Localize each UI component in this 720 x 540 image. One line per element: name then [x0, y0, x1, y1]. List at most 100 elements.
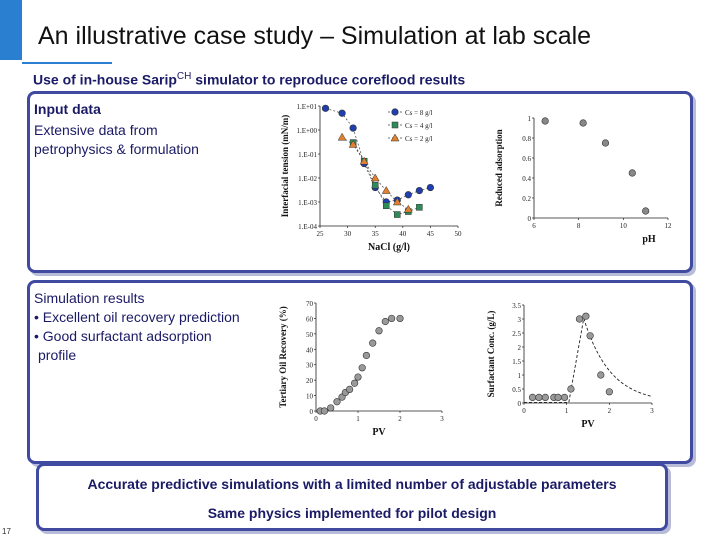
x-tick-label: 3: [650, 407, 654, 415]
y-tick-label: 1: [518, 372, 522, 380]
y-tick-label: 3: [518, 316, 522, 324]
x-tick-label: 10: [620, 222, 628, 230]
y-tick-label: 0: [518, 400, 522, 408]
data-point: [586, 332, 594, 340]
x-tick-label: 0: [314, 415, 318, 423]
y-tick-label: 0.6: [522, 155, 531, 163]
legend-marker: [391, 121, 399, 129]
data-point: [333, 398, 341, 406]
data-point: [601, 139, 610, 147]
y-tick-label: 2.5: [512, 330, 521, 338]
y-axis-label: Tertiary Oil Recovery (%): [278, 306, 288, 407]
input-data-heading: Input data: [34, 101, 101, 117]
data-point: [404, 191, 412, 199]
y-tick-label: 1.E-04: [298, 223, 317, 231]
oil-recovery-chart: 70 60 50 40 30 20 10 00 1 2 3 PV Tertiary Oil Recove…: [278, 300, 444, 438]
results-bullet2: • Good surfactant adsorption: [34, 328, 212, 344]
x-tick-label: 40: [399, 230, 407, 238]
x-tick-label: 50: [455, 230, 463, 238]
y-tick-label: 70: [306, 300, 314, 308]
legend-label: Cs = 2 g/l: [405, 135, 433, 143]
x-axis-label: PV: [372, 427, 386, 438]
x-tick-label: 1: [356, 415, 360, 423]
data-point: [320, 407, 329, 415]
data-point: [416, 204, 423, 211]
conclusion-panel: Accurate predictive simulations with a l…: [36, 463, 668, 531]
x-tick-label: 1: [565, 407, 569, 415]
x-tick-label: 25: [317, 230, 325, 238]
y-tick-label: 40: [306, 346, 314, 354]
y-tick-label: 0.2: [522, 195, 531, 203]
data-point: [396, 314, 404, 323]
data-point: [535, 393, 543, 401]
legend-label: Cs = 4 g/l: [405, 122, 433, 130]
y-tick-label: 3.5: [512, 302, 521, 310]
data-point: [354, 373, 362, 381]
results-heading: Simulation results: [34, 290, 145, 306]
y-tick-label: 0.8: [522, 135, 531, 143]
legend-label: Cs = 8 g/l: [405, 109, 433, 117]
data-point: [394, 211, 401, 218]
data-point: [351, 379, 359, 387]
data-point: [348, 139, 358, 148]
y-tick-label: 60: [306, 315, 314, 323]
y-tick-label: 1.E-03: [298, 199, 317, 207]
data-point: [349, 124, 357, 132]
y-tick-label: 1.E+01: [297, 103, 318, 111]
results-bullet1-text: Excellent oil recovery prediction: [42, 309, 240, 325]
y-tick-label: 0: [528, 215, 532, 223]
data-point: [381, 186, 391, 194]
results-bullet2-text: Good surfactant adsorption: [42, 328, 212, 344]
y-tick-label: 0: [310, 408, 314, 416]
data-point: [528, 393, 537, 401]
data-point: [597, 371, 605, 379]
data-point: [370, 173, 380, 182]
x-tick-label: 2: [608, 407, 612, 415]
y-tick-label: 1.5: [512, 358, 521, 366]
subtitle-main: Use of in-house Sarip: [33, 71, 177, 88]
data-point: [371, 181, 379, 189]
y-tick-label: 10: [306, 393, 314, 401]
data-point: [337, 132, 347, 141]
data-point: [541, 117, 549, 125]
y-tick-label: 2: [518, 344, 522, 352]
legend-marker: [391, 108, 399, 116]
data-point: [375, 327, 383, 335]
data-point: [415, 186, 423, 195]
data-point: [541, 393, 549, 401]
x-axis-label: pH: [642, 234, 656, 245]
legend-marker: [390, 133, 400, 142]
x-axis-label: PV: [581, 419, 595, 430]
y-axis-label: Surfactant Conc. (g/L): [486, 311, 496, 398]
y-axis-label: Interfacial tension (mN/m): [280, 115, 290, 217]
x-tick-label: 3: [440, 415, 444, 423]
x-axis-label: NaCl (g/l): [368, 242, 410, 253]
conclusion-line2: Same physics implemented for pilot desig…: [207, 505, 497, 521]
results-bullet2-cont: profile: [38, 347, 77, 363]
y-tick-label: 0.5: [512, 386, 521, 394]
data-point: [382, 202, 390, 209]
y-tick-label: 1.E-02: [298, 175, 317, 183]
y-tick-label: 30: [306, 362, 314, 370]
x-tick-label: 35: [372, 230, 380, 238]
simulation-results-panel: Simulation results • Excellent oil recov…: [27, 280, 693, 464]
data-point: [362, 351, 370, 360]
data-point: [426, 183, 434, 192]
data-point: [321, 104, 330, 112]
data-point: [345, 385, 354, 393]
y-tick-label: 1: [528, 115, 532, 123]
data-point: [575, 315, 584, 323]
x-tick-label: 0: [522, 407, 526, 415]
data-point: [381, 317, 389, 326]
data-point: [554, 393, 562, 401]
input-data-line1: Extensive data from: [34, 122, 158, 138]
data-point: [327, 404, 335, 412]
x-tick-label: 30: [344, 230, 352, 238]
y-axis-label: Reduced adsorption: [494, 129, 504, 206]
subtitle-sup: CH: [176, 71, 192, 82]
x-tick-label: 6: [532, 222, 536, 230]
x-tick-label: 2: [398, 415, 402, 423]
conclusion-line1: Accurate predictive simulations with a l…: [87, 476, 617, 492]
data-point: [642, 207, 650, 215]
